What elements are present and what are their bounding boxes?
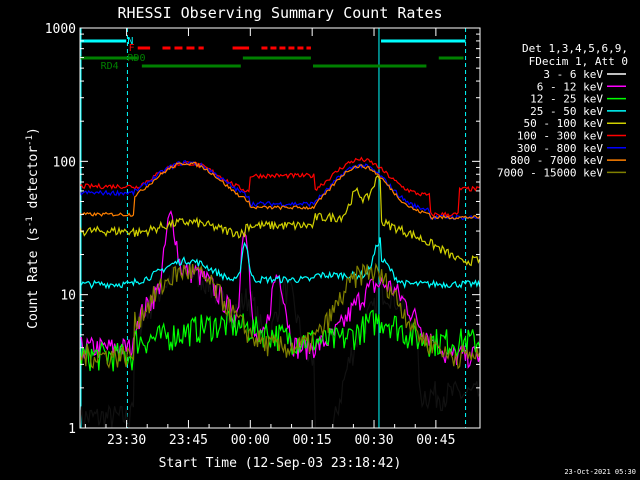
x-tick-label: 00:30 <box>354 433 393 448</box>
x-tick-label: 00:00 <box>231 433 270 448</box>
series-line-4 <box>79 237 481 290</box>
y-tick-label: 10 <box>60 289 76 304</box>
legend-label-4: 25 - 50 keV <box>530 105 603 118</box>
legend-header-2: FDecim 1, Att 0 <box>529 55 628 68</box>
y-tick-label: 1000 <box>45 22 76 37</box>
legend-header-1: Det 1,3,4,5,6,9, <box>522 42 628 55</box>
axes-layer: 23:30 23:45 00:00 00:15 00:30 00:45 1 10 100 1000 <box>45 22 481 448</box>
rd0-flag-label: RD0 <box>127 53 145 64</box>
series-line-9 <box>79 262 481 370</box>
legend-label-5: 50 - 100 keV <box>524 117 604 130</box>
x-tick-label: 23:30 <box>107 433 146 448</box>
x-tick-label: 23:45 <box>169 433 208 448</box>
y-tick-label: 100 <box>53 155 76 170</box>
legend-label-3: 12 - 25 keV <box>530 93 603 106</box>
x-tick-label: 00:45 <box>416 433 455 448</box>
series-layer <box>79 156 481 429</box>
x-tick-label: 00:15 <box>293 433 332 448</box>
legend-label-6: 100 - 300 keV <box>517 130 603 143</box>
series-line-8 <box>79 161 481 221</box>
legend-label-9: 7000 - 15000 keV <box>497 166 603 179</box>
night-flag-label: N <box>127 36 133 47</box>
x-axis-label: Start Time (12-Sep-03 23:18:42) <box>159 456 402 471</box>
series-line-5 <box>79 174 481 267</box>
flare-flag-label: F <box>129 43 135 54</box>
plot-border <box>79 27 481 429</box>
series-line-7 <box>79 160 480 221</box>
y-tick-label: 1 <box>68 422 76 437</box>
legend-label-7: 300 - 800 keV <box>517 142 603 155</box>
legend: Det 1,3,4,5,6,9, FDecim 1, Att 0 3 - 6 k… <box>497 42 628 179</box>
y-axis-label: Count Rate (s-1 detector-1) <box>25 127 41 329</box>
series-line-6 <box>79 156 480 218</box>
chart-title: RHESSI Observing Summary Count Rates <box>117 4 442 22</box>
legend-label-8: 800 - 7000 keV <box>510 154 603 167</box>
rd4-flag-label: RD4 <box>101 61 119 72</box>
timestamp: 23-Oct-2021 05:30 <box>564 468 636 476</box>
legend-label-1: 3 - 6 keV <box>543 68 603 81</box>
legend-label-2: 6 - 12 keV <box>537 80 604 93</box>
